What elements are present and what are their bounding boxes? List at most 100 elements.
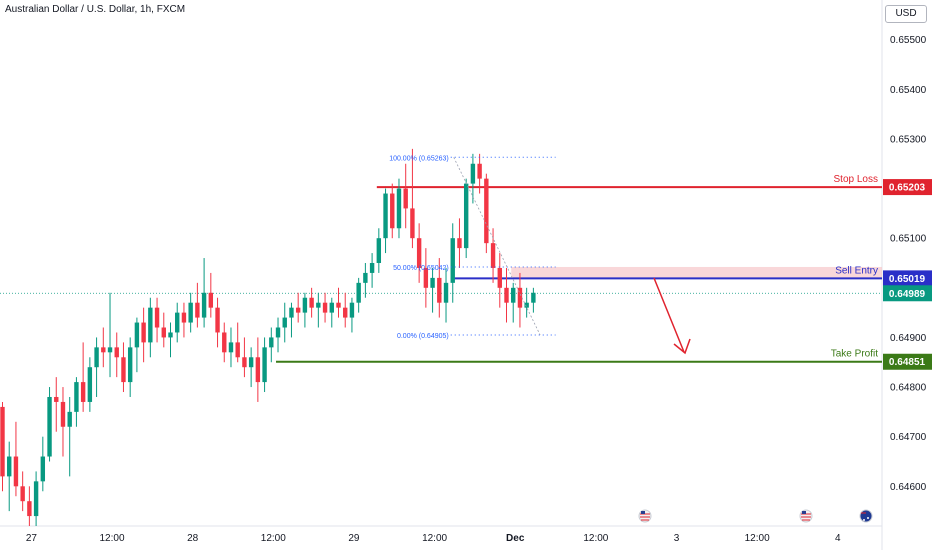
us-flag-icon[interactable] [799,509,813,523]
candle[interactable] [13,421,19,497]
candle[interactable] [54,377,59,432]
candle[interactable] [33,471,39,526]
candle[interactable] [80,342,86,412]
australia-flag-icon[interactable] [859,509,873,523]
candle-body [0,406,5,477]
candle[interactable] [282,302,287,343]
candle[interactable] [383,188,388,254]
candle[interactable] [195,282,200,328]
candle-body [316,302,321,308]
currency-selector[interactable]: USD [885,5,927,23]
candle[interactable] [0,401,5,492]
candle[interactable] [423,248,429,308]
candle-body [343,307,348,318]
candle[interactable] [235,322,240,363]
candle[interactable] [262,337,267,393]
candle[interactable] [222,322,227,363]
candle[interactable] [275,317,281,353]
y-tick-label: 0.65100 [890,234,927,245]
x-tick-label: 12:00 [583,533,608,544]
y-tick-label: 0.64900 [890,333,927,344]
candle-body [127,347,133,383]
candle[interactable] [215,297,220,348]
candle[interactable] [107,292,113,378]
candle[interactable] [524,287,529,318]
candle[interactable] [343,292,348,328]
candle[interactable] [121,342,126,393]
candle[interactable] [390,183,395,239]
candle[interactable] [295,292,301,323]
candle[interactable] [416,223,422,283]
candle[interactable] [463,178,469,259]
candle[interactable] [20,471,25,512]
candle[interactable] [248,347,254,388]
candle[interactable] [504,267,509,323]
candle[interactable] [255,337,261,402]
candle[interactable] [376,228,382,273]
sell-entry-label: Sell Entry [835,265,878,276]
candle[interactable] [161,312,166,348]
candle[interactable] [74,377,79,427]
candle[interactable] [27,486,32,526]
candle[interactable] [134,317,140,373]
candle[interactable] [363,263,368,298]
candle[interactable] [511,282,516,323]
candle[interactable] [60,387,66,457]
candle[interactable] [450,223,455,303]
candle-body [524,302,529,308]
candle[interactable] [517,272,523,328]
candle[interactable] [531,287,536,313]
candle[interactable] [47,387,52,462]
candle-body [228,342,234,353]
candle[interactable] [396,178,402,239]
candle[interactable] [127,337,133,397]
candle[interactable] [208,272,214,318]
candle[interactable] [94,337,99,397]
candle[interactable] [141,307,146,363]
candle[interactable] [242,337,247,378]
candle[interactable] [309,287,314,318]
candle[interactable] [148,297,153,358]
candle[interactable] [168,322,173,358]
candle[interactable] [336,287,341,318]
candle[interactable] [114,332,119,378]
candle[interactable] [349,297,355,333]
y-tick-label: 0.65500 [890,35,927,46]
candle[interactable] [175,302,180,343]
candle[interactable] [369,253,375,288]
candle[interactable] [403,163,408,229]
candle[interactable] [101,327,106,368]
candle[interactable] [329,297,334,328]
candle[interactable] [40,436,46,492]
candle[interactable] [443,267,449,323]
candle[interactable] [437,258,442,318]
candle[interactable] [477,153,482,194]
candle[interactable] [316,292,321,328]
candle[interactable] [181,302,187,338]
candle-body [87,367,93,402]
candle[interactable] [470,153,476,204]
candle[interactable] [289,302,294,338]
candle[interactable] [302,292,308,328]
candle-body [121,357,126,383]
candle[interactable] [410,148,415,249]
candle[interactable] [154,297,160,343]
candle[interactable] [188,292,193,333]
candle[interactable] [87,357,93,412]
candle[interactable] [269,327,274,363]
candle[interactable] [201,258,207,328]
candle[interactable] [228,327,234,368]
candle[interactable] [356,277,361,313]
candle[interactable] [430,267,435,313]
candle-body [511,287,516,303]
us-flag-icon[interactable] [638,509,652,523]
candle-body [67,411,72,427]
candle[interactable] [322,292,328,323]
candle[interactable] [497,253,502,308]
candle[interactable] [67,396,72,477]
candle[interactable] [484,173,489,254]
candle[interactable] [7,441,12,512]
candle[interactable] [457,218,462,268]
